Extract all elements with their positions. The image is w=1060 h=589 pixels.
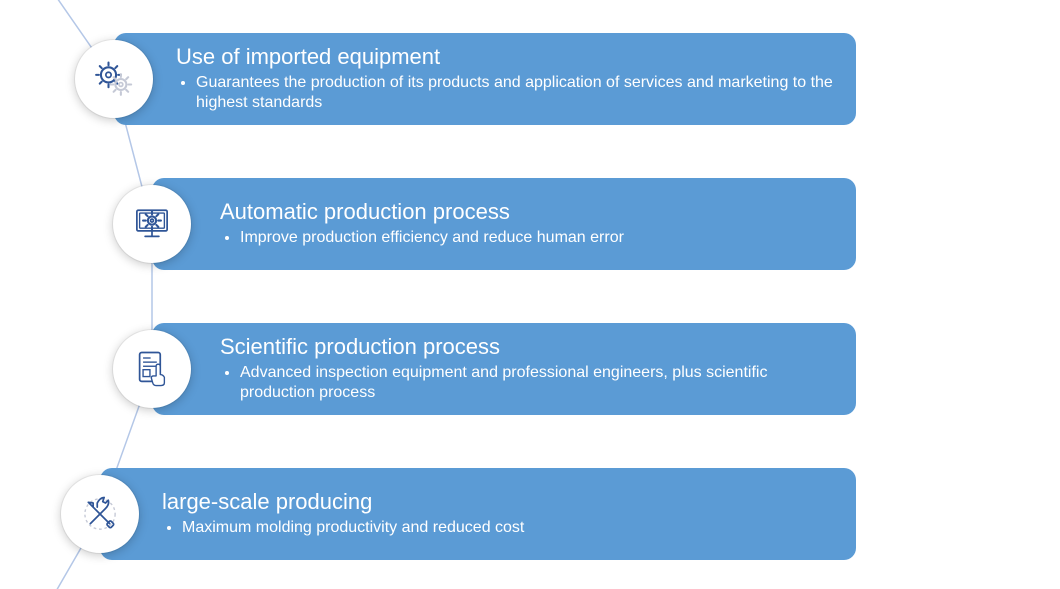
feature-item-1: Automatic production process Improve prod… bbox=[0, 165, 1060, 283]
feature-bullet: Advanced inspection equipment and profes… bbox=[240, 363, 836, 403]
tablet-hand-icon bbox=[113, 330, 191, 408]
feature-bar: large-scale producing Maximum molding pro… bbox=[100, 468, 856, 560]
infographic-canvas: Use of imported equipment Guarantees the … bbox=[0, 0, 1060, 589]
feature-bullet: Maximum molding productivity and reduced… bbox=[182, 518, 836, 538]
feature-title: Automatic production process bbox=[220, 200, 836, 224]
feature-bullets: Maximum molding productivity and reduced… bbox=[162, 518, 836, 538]
feature-title: Use of imported equipment bbox=[176, 45, 836, 69]
feature-title: Scientific production process bbox=[220, 335, 836, 359]
computer-gear-icon bbox=[113, 185, 191, 263]
feature-bar: Use of imported equipment Guarantees the … bbox=[114, 33, 856, 125]
feature-bullet: Improve production efficiency and reduce… bbox=[240, 228, 836, 248]
feature-bar: Automatic production process Improve prod… bbox=[152, 178, 856, 270]
feature-bullets: Guarantees the production of its product… bbox=[176, 73, 836, 113]
feature-bar: Scientific production process Advanced in… bbox=[152, 323, 856, 415]
feature-bullet: Guarantees the production of its product… bbox=[196, 73, 836, 113]
feature-item-3: large-scale producing Maximum molding pro… bbox=[0, 455, 1060, 573]
tools-icon bbox=[61, 475, 139, 553]
feature-item-0: Use of imported equipment Guarantees the … bbox=[0, 20, 1060, 138]
feature-title: large-scale producing bbox=[162, 490, 836, 514]
feature-item-2: Scientific production process Advanced in… bbox=[0, 310, 1060, 428]
gears-icon bbox=[75, 40, 153, 118]
feature-bullets: Improve production efficiency and reduce… bbox=[220, 228, 836, 248]
feature-bullets: Advanced inspection equipment and profes… bbox=[220, 363, 836, 403]
